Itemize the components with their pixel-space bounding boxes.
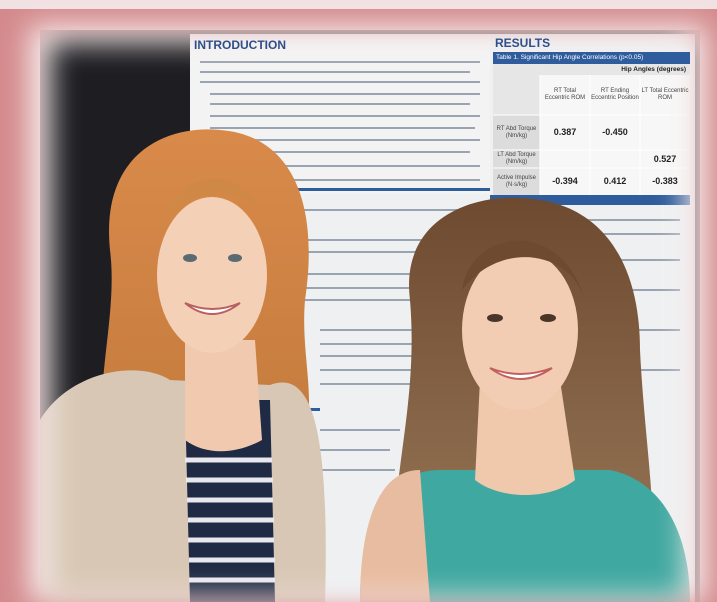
hair-part [462, 240, 585, 300]
column-header: RT Ending Eccentric Position [591, 88, 639, 101]
eye [487, 314, 503, 322]
intro-heading: INTRODUCTION [194, 38, 286, 52]
arm [360, 470, 430, 602]
neck [475, 380, 575, 495]
table-rules [493, 75, 690, 195]
stripes [185, 457, 275, 583]
row-label: Active Impulse (N·s/kg) [496, 174, 536, 188]
table-cell: -0.383 [652, 176, 678, 187]
eye [183, 254, 197, 262]
smile [184, 302, 241, 315]
table-cell: 0.387 [553, 127, 577, 138]
jacket [40, 370, 326, 602]
scene [40, 30, 700, 602]
face [462, 250, 578, 410]
row-label: RT Abd Torque (Nm/kg) [496, 125, 537, 139]
column-header: LT Total Eccentric ROM [641, 88, 689, 101]
bangs [165, 178, 268, 220]
table-cell: 0.527 [653, 153, 677, 164]
teal-top [360, 470, 690, 602]
poster-text-lines [200, 61, 680, 471]
table-cell: 0.412 [603, 176, 627, 187]
face [157, 197, 267, 353]
table-corner [493, 64, 540, 115]
divider [490, 195, 690, 205]
divider [190, 188, 490, 191]
table-label-col [493, 115, 540, 195]
eye [228, 254, 242, 262]
neck [185, 340, 262, 452]
table-cell: -0.394 [552, 176, 578, 187]
table-caption: Table 1. Significant Hip Angle Correlati… [493, 52, 690, 64]
table-cell: -0.450 [602, 127, 628, 138]
table-group-header: Hip Angles (degrees) [540, 64, 690, 75]
row-label: LT Abd Torque (Nm/kg) [497, 152, 536, 165]
column-header: RT Total Eccentric ROM [544, 88, 586, 101]
smile [489, 367, 553, 380]
results-heading: RESULTS [495, 36, 551, 50]
top-band [0, 0, 717, 9]
eye [540, 314, 556, 322]
